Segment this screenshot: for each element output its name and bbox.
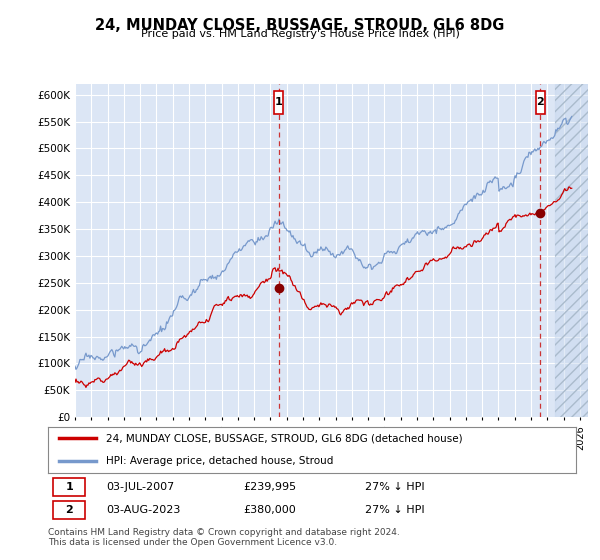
Text: 24, MUNDAY CLOSE, BUSSAGE, STROUD, GL6 8DG (detached house): 24, MUNDAY CLOSE, BUSSAGE, STROUD, GL6 8…	[106, 433, 463, 444]
Text: 03-AUG-2023: 03-AUG-2023	[106, 505, 181, 515]
Text: Contains HM Land Registry data © Crown copyright and database right 2024.
This d: Contains HM Land Registry data © Crown c…	[48, 528, 400, 547]
Bar	[274, 91, 283, 114]
Text: £380,000: £380,000	[244, 505, 296, 515]
Text: Price paid vs. HM Land Registry's House Price Index (HPI): Price paid vs. HM Land Registry's House …	[140, 29, 460, 39]
Text: 2: 2	[65, 505, 73, 515]
Text: 1: 1	[275, 97, 283, 108]
Text: 27% ↓ HPI: 27% ↓ HPI	[365, 505, 424, 515]
Text: 03-JUL-2007: 03-JUL-2007	[106, 482, 175, 492]
Bar	[536, 91, 545, 114]
Text: 2: 2	[536, 97, 544, 108]
Text: 1: 1	[65, 482, 73, 492]
FancyBboxPatch shape	[53, 501, 85, 519]
Text: 24, MUNDAY CLOSE, BUSSAGE, STROUD, GL6 8DG: 24, MUNDAY CLOSE, BUSSAGE, STROUD, GL6 8…	[95, 18, 505, 33]
Bar	[556, 84, 588, 417]
Text: £239,995: £239,995	[244, 482, 296, 492]
Text: HPI: Average price, detached house, Stroud: HPI: Average price, detached house, Stro…	[106, 456, 334, 466]
Text: 27% ↓ HPI: 27% ↓ HPI	[365, 482, 424, 492]
Bar	[556, 84, 588, 417]
FancyBboxPatch shape	[53, 478, 85, 497]
